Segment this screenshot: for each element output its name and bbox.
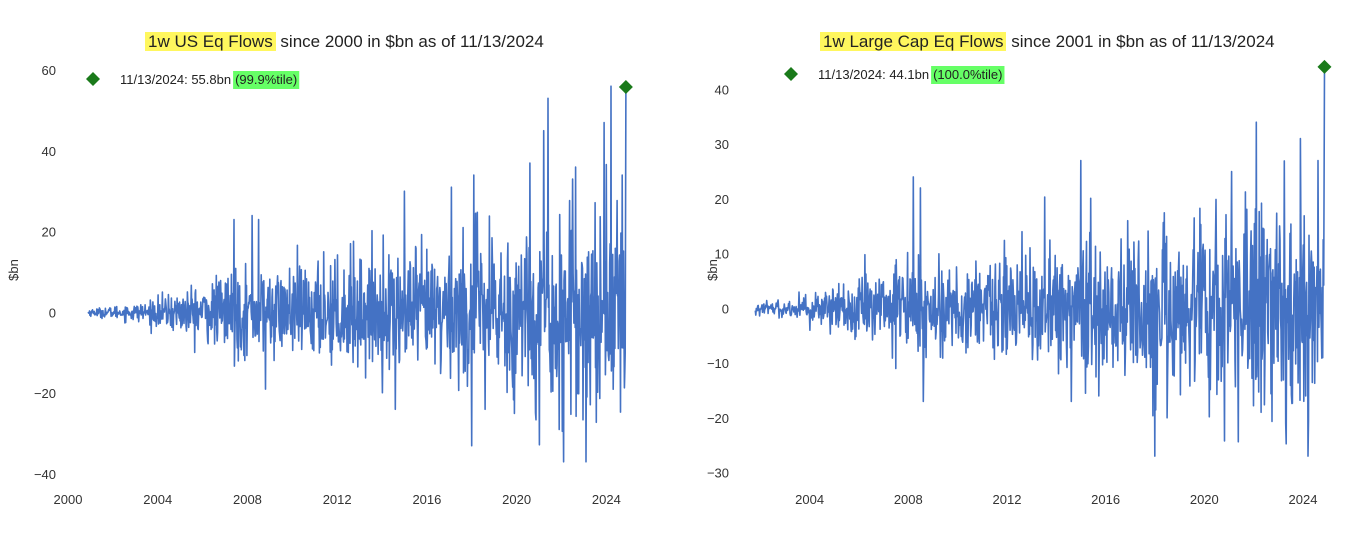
legend-percentile-highlight	[931, 66, 1005, 84]
chart-title-highlight: 1w US Eq Flows	[145, 32, 276, 51]
x-tick-label: 2008	[233, 492, 262, 507]
last-value-marker	[1317, 59, 1332, 74]
series-line	[87, 85, 627, 463]
chart-title: 1w Large Cap Eq Flows since 2001 in $bn …	[820, 32, 1275, 52]
last-value-marker	[618, 80, 633, 95]
chart-title-rest: since 2000 in $bn as of 11/13/2024	[275, 32, 544, 51]
y-tick-label: 0	[49, 305, 56, 320]
y-tick-label: 0	[722, 301, 729, 316]
legend-percentile: (99.9%tile)	[235, 72, 297, 87]
chart-title-rest: since 2001 in $bn as of 11/13/2024	[1006, 32, 1275, 51]
y-tick-label: 60	[42, 63, 56, 78]
legend-percentile-highlight	[233, 71, 300, 89]
x-tick-label: 2020	[502, 492, 531, 507]
x-tick-label: 2000	[54, 492, 83, 507]
chart-panel-us-eq-flows: 1w US Eq Flows since 2000 in $bn as of 1…	[6, 32, 633, 507]
y-tick-label: −20	[34, 386, 56, 401]
chart-title: 1w US Eq Flows since 2000 in $bn as of 1…	[145, 32, 544, 52]
legend-marker	[784, 67, 798, 81]
y-tick-label: 20	[715, 192, 729, 207]
x-tick-label: 2020	[1190, 492, 1219, 507]
chart-svg-large-cap-eq-flows: $bn −30 −20 −10 0 10 20 30 40 2004 2008 2012 2016 202…	[705, 59, 1332, 507]
legend-date-value: 11/13/2024: 55.8bn	[120, 72, 231, 87]
y-tick-label: −10	[707, 356, 729, 371]
x-tick-label: 2016	[1091, 492, 1120, 507]
x-tick-label: 2016	[412, 492, 441, 507]
chart-title-highlight: 1w Large Cap Eq Flows	[820, 32, 1007, 51]
legend-date-value: 11/13/2024: 44.1bn	[818, 67, 929, 82]
y-axis-label: $bn	[6, 259, 21, 281]
legend-percentile: (100.0%tile)	[933, 67, 1002, 82]
x-tick-label: 2008	[894, 492, 923, 507]
x-tick-label: 2012	[323, 492, 352, 507]
legend-marker	[86, 72, 100, 86]
y-tick-label: −40	[34, 467, 56, 482]
x-tick-label: 2004	[795, 492, 824, 507]
y-tick-label: −20	[707, 411, 729, 426]
y-tick-label: −30	[707, 466, 729, 481]
y-axis-label: $bn	[705, 259, 720, 281]
series-line	[754, 66, 1326, 457]
x-tick-label: 2024	[1289, 492, 1318, 507]
chart-svg-us-eq-flows: $bn −40 −20 0 20 40 60 2000 2004 2008 2012 2016 2020…	[6, 63, 633, 507]
y-tick-label: 10	[715, 247, 729, 262]
x-tick-label: 2004	[143, 492, 172, 507]
y-tick-label: 30	[715, 137, 729, 152]
x-tick-label: 2024	[592, 492, 621, 507]
y-tick-label: 40	[715, 82, 729, 97]
y-tick-label: 20	[42, 225, 56, 240]
x-tick-label: 2012	[993, 492, 1022, 507]
chart-panel-large-cap-eq-flows: 1w Large Cap Eq Flows since 2001 in $bn …	[685, 0, 1370, 536]
y-tick-label: 40	[42, 144, 56, 159]
